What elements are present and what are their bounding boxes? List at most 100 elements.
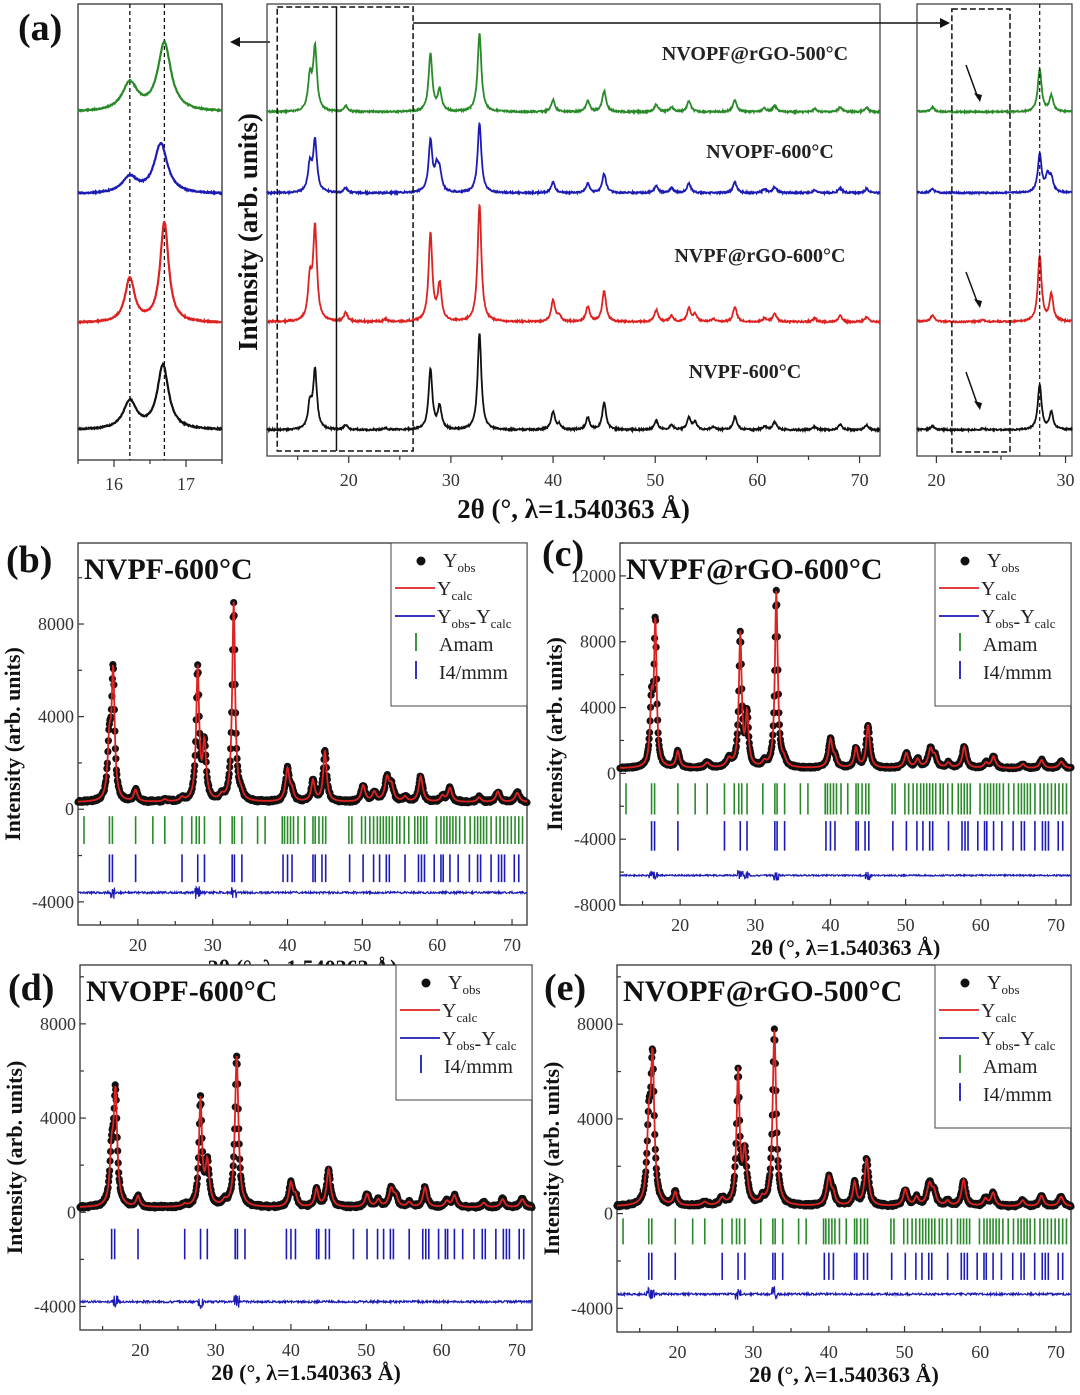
y-axis-title: Intensity (arb. units) [0,647,25,841]
x-tick-label: 20 [671,915,689,935]
x-tick-label: 17 [177,474,195,494]
text-part: Y [1020,606,1034,628]
difference-line [77,885,528,899]
series-label: NVPF-600°C [689,361,801,383]
annotation-arrow [965,64,979,99]
y-tick-label: 8000 [40,1014,76,1034]
y-axis-title: Intensity (arb. units) [233,113,263,351]
x-tick-label: 40 [279,935,297,955]
calc-line [78,601,528,803]
x-tick-label: 20 [129,935,147,955]
legend-amam-label: Amam [439,634,494,656]
y-tick-label: 8000 [580,632,616,652]
text-part: obs [1001,982,1019,997]
text-part: obs [1001,560,1019,575]
x-tick-label: 40 [544,470,562,490]
x-tick-label: 20 [927,470,945,490]
series-line-3 [77,361,223,432]
series-line-0 [916,68,1073,115]
arrow-head-right-icon [940,18,950,28]
series-label: NVOPF-600°C [706,141,834,163]
y-tick-label: 4000 [580,698,616,718]
text-part: Y [981,578,995,600]
arrow-head-icon [974,299,982,308]
text-part: calc [451,588,472,603]
series-line-2 [266,203,881,326]
x-tick-label: 50 [646,470,664,490]
text-part: Y [442,1028,456,1050]
plot-frame [266,3,881,457]
plot-frame [916,3,1073,457]
annotation-arrow [965,271,979,305]
legend-amam-label: Amam [983,634,1038,656]
zoom-box [951,8,1011,453]
annotation-arrow [965,371,979,407]
text-part: obs [457,560,475,575]
y-tick-label: 12000 [571,566,616,586]
text-part: obs [451,616,469,631]
text-part: obs [995,616,1013,631]
text-part: calc [995,588,1016,603]
chart-e: 20 30 40 50 60 70 -4000 0 4000 8000 2θ (°, λ=1.540… [539,964,1075,1387]
legend-diff-label: Yobs-Ycalc [437,606,512,633]
x-tick-label: 50 [896,1342,914,1362]
text-part: Y [1020,1028,1034,1050]
x-tick-label: 70 [503,935,521,955]
legend-amam-label: Amam [983,1056,1038,1078]
legend-i4mmm-label: I4/mmm [983,1084,1052,1106]
x-tick-label: 20 [131,1340,149,1360]
x-tick-label: 70 [508,1340,526,1360]
x-axis-title: 2θ (°, λ=1.540363 Å) [751,935,941,960]
x-tick-label: 50 [357,1340,375,1360]
text-part: Y [443,550,457,572]
y-axis-title: Intensity (arb. units) [542,637,567,831]
series-label: NVOPF@rGO-500°C [662,43,848,65]
y-axis-title: Intensity (arb. units) [2,1061,27,1255]
text-part: Y [437,578,451,600]
panel-label-a: (a) [18,7,62,49]
x-tick-label: 40 [821,915,839,935]
x-tick-label: 20 [669,1342,687,1362]
y-tick-label: 0 [65,799,74,819]
arrow-head-icon [974,401,982,410]
text-part: calc [456,1010,477,1025]
legend-calc-label: Ycalc [437,578,473,603]
x-axis-title: 2θ (°, λ=1.540363 Å) [749,1362,939,1387]
panel-label-d: (d) [8,967,54,1009]
y-tick-label: 4000 [40,1108,76,1128]
sample-title: NVPF-600°C [84,553,253,586]
text-part: Y [981,606,995,628]
text-part: - [1014,611,1021,633]
chart-c: 20 30 40 50 60 70 -8000 -4000 0 4000 8000 12000 2θ (… [542,542,1075,960]
series-line-2 [916,252,1073,325]
obs-point [772,586,780,595]
text-part: Y [481,1028,495,1050]
legend-obs-marker-icon [416,556,426,566]
series-line-1 [77,141,223,196]
text-part: - [1014,1033,1021,1055]
obs-point [1067,1202,1075,1211]
x-tick-label: 60 [971,1342,989,1362]
x-tick-label: 30 [442,470,460,490]
series-line-3 [916,381,1073,434]
y-tick-label: 0 [607,763,616,783]
text-part: obs [462,982,480,997]
arrow-head-left-icon [230,37,240,47]
chart-d: 20 30 40 50 60 70 -4000 0 4000 8000 2θ (°, λ=1.540… [2,964,536,1385]
x-tick-label: 70 [1047,1342,1065,1362]
x-tick-label: 30 [746,915,764,935]
y-tick-label: -4000 [571,1298,613,1318]
x-axis-title: 2θ (°, λ=1.540363 Å) [457,494,690,524]
text-part: Y [987,550,1001,572]
text-part: Y [448,972,462,994]
x-tick-label: 30 [744,1342,762,1362]
y-tick-label: -8000 [574,895,616,915]
legend-obs-label: Yobs [443,550,476,575]
series-line-2 [77,220,223,325]
text-part: obs [456,1038,474,1053]
series-line-1 [916,151,1073,197]
